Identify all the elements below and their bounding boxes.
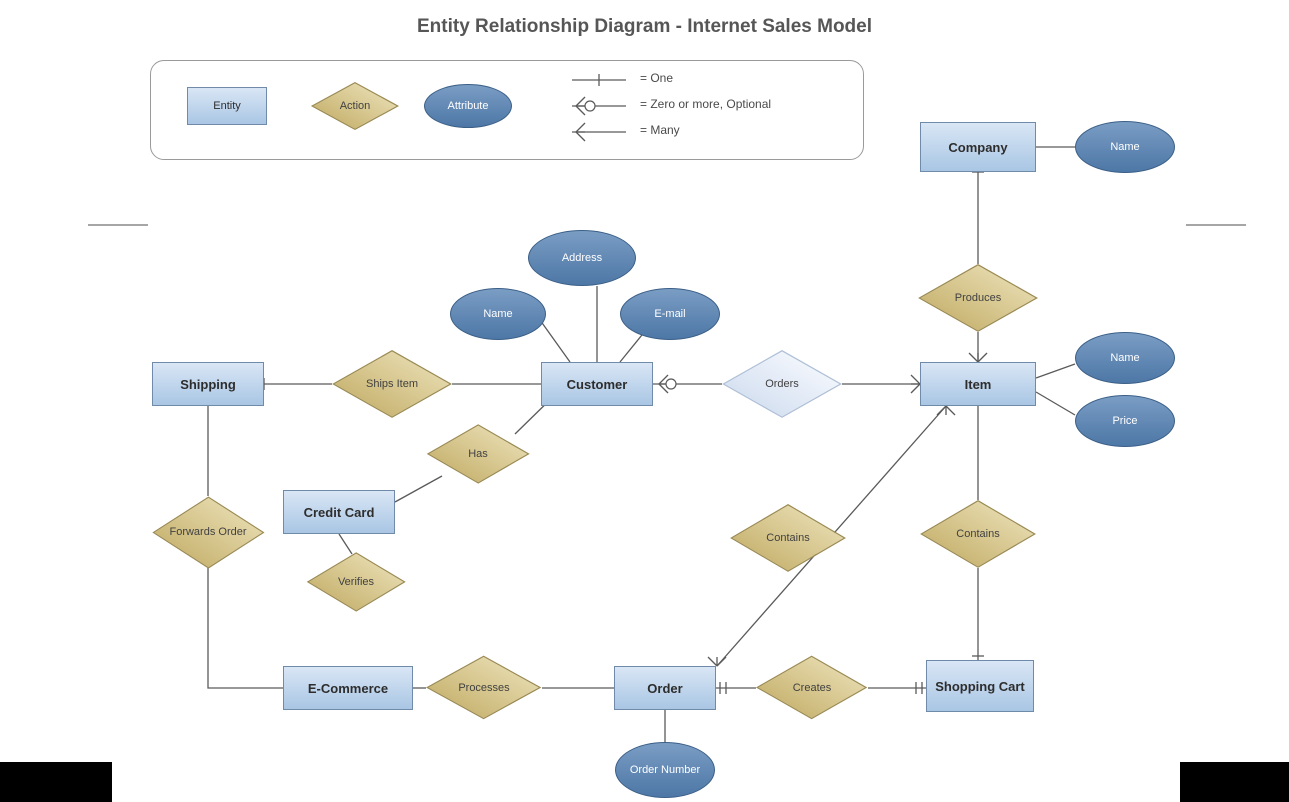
entity-creditcard: Credit Card xyxy=(283,490,395,534)
diagram-title: Entity Relationship Diagram - Internet S… xyxy=(0,16,1289,38)
entity-shipping: Shipping xyxy=(152,362,264,406)
attribute-order_number: Order Number xyxy=(615,742,715,798)
attribute-cust_email: E-mail xyxy=(620,288,720,340)
attribute-item_price: Price xyxy=(1075,395,1175,447)
action-forwards: Forwards Order xyxy=(152,496,264,568)
entity-order: Order xyxy=(614,666,716,710)
entity-customer: Customer xyxy=(541,362,653,406)
attribute-cust_address: Address xyxy=(528,230,636,286)
entity-shoppingcart: Shopping Cart xyxy=(926,660,1034,712)
entity-company: Company xyxy=(920,122,1036,172)
action-creates: Creates xyxy=(756,656,868,720)
left-black-bar xyxy=(0,762,112,802)
legend-notation-label: = One xyxy=(640,71,673,85)
attribute-company_name: Name xyxy=(1075,121,1175,173)
right-black-bar xyxy=(1180,762,1289,802)
entity-ecommerce: E-Commerce xyxy=(283,666,413,710)
legend-notation-label: = Zero or more, Optional xyxy=(640,97,771,111)
action-processes: Processes xyxy=(426,656,542,720)
action-orders: Orders xyxy=(722,350,842,418)
legend-action: Action xyxy=(311,82,399,130)
er-diagram-canvas: Entity Relationship Diagram - Internet S… xyxy=(0,0,1289,802)
action-has: Has xyxy=(426,424,530,484)
action-shipsitem: Ships Item xyxy=(332,350,452,418)
legend-notation-label: = Many xyxy=(640,123,680,137)
action-contains1: Contains xyxy=(730,504,846,572)
action-contains2: Contains xyxy=(920,500,1036,568)
attribute-item_name: Name xyxy=(1075,332,1175,384)
entity-item: Item xyxy=(920,362,1036,406)
legend-attribute: Attribute xyxy=(424,84,512,128)
action-produces: Produces xyxy=(918,264,1038,332)
attribute-cust_name: Name xyxy=(450,288,546,340)
legend-entity: Entity xyxy=(187,87,267,125)
action-verifies: Verifies xyxy=(306,552,406,612)
